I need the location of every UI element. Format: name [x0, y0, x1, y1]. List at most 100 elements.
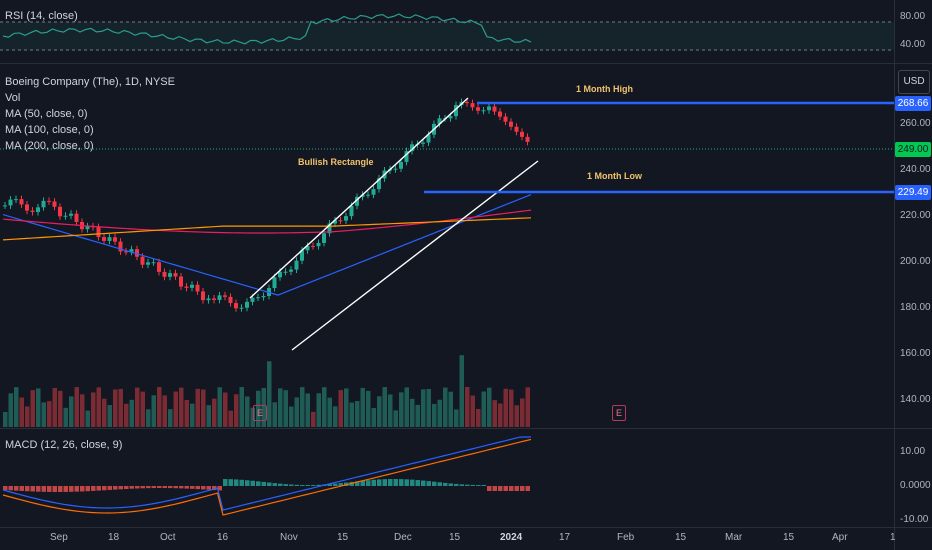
volume-bar: [514, 405, 519, 427]
candle-body: [300, 250, 304, 261]
candle-body: [173, 273, 178, 277]
volume-bar: [322, 387, 327, 427]
volume-bar: [261, 388, 266, 427]
macd-histogram-bar: [377, 479, 382, 486]
time-label: 15: [337, 532, 349, 543]
macd-histogram-bar: [190, 486, 195, 489]
macd-histogram-bar: [162, 486, 167, 489]
volume-bar: [195, 388, 200, 427]
macd-histogram-bar: [85, 486, 90, 492]
volume-bar: [107, 405, 112, 427]
macd-histogram-bar: [470, 484, 475, 486]
macd-histogram-bar: [443, 482, 448, 486]
volume-bar: [327, 397, 332, 427]
candle-body: [421, 142, 425, 144]
rsi-legend[interactable]: RSI (14, close): [5, 10, 78, 22]
price-label-200: 200.00: [900, 256, 931, 267]
macd-histogram-bar: [151, 486, 156, 489]
candle-body: [525, 136, 530, 142]
macd-histogram-bar: [311, 484, 316, 486]
time-label: Sep: [50, 532, 68, 543]
time-label: 16: [217, 532, 229, 543]
earnings-marker[interactable]: E: [253, 405, 267, 421]
ma200-line: [2, 217, 532, 241]
volume-bar: [206, 405, 211, 427]
vol-legend[interactable]: Vol: [5, 92, 21, 104]
volume-bar: [151, 395, 156, 427]
time-label: 15: [783, 532, 795, 543]
volume-bar: [487, 387, 492, 427]
macd-histogram-bar: [25, 486, 30, 492]
candle-body: [476, 107, 480, 111]
candle-body: [223, 295, 227, 297]
volume-bar: [448, 391, 453, 427]
volume-bar: [124, 403, 129, 427]
macd-histogram-bar: [173, 486, 178, 489]
symbol-title[interactable]: Boeing Company (The), 1D, NYSE: [5, 76, 175, 88]
macd-histogram-bar: [289, 484, 294, 486]
ma200-legend[interactable]: MA (200, close, 0): [5, 140, 94, 152]
volume-bar: [19, 397, 24, 427]
macd-histogram-bar: [327, 484, 332, 486]
macd-histogram-bar: [283, 484, 288, 486]
candle-body: [228, 296, 233, 304]
candle-body: [305, 245, 310, 251]
macd-pane-divider[interactable]: [0, 428, 932, 429]
macd-level-0: 0.0000: [900, 480, 931, 491]
ma50-legend[interactable]: MA (50, close, 0): [5, 108, 88, 120]
earnings-marker-upcoming[interactable]: E: [612, 405, 626, 421]
candle-body: [135, 249, 139, 257]
ma100-legend[interactable]: MA (100, close, 0): [5, 124, 94, 136]
candle-body: [426, 134, 431, 143]
candle-body: [487, 106, 491, 111]
candle-body: [366, 194, 370, 196]
macd-histogram-bar: [41, 486, 46, 492]
ma50-line: [2, 194, 532, 296]
macd-histogram-bar: [19, 486, 24, 491]
volume-bar: [58, 390, 63, 427]
bullish-rectangle-label[interactable]: Bullish Rectangle: [298, 157, 374, 167]
price-axis[interactable]: [894, 0, 895, 550]
currency-button[interactable]: USD: [898, 70, 930, 94]
month-low-badge: 229.49: [895, 185, 931, 200]
rsi-pane-divider[interactable]: [0, 63, 932, 64]
macd-histogram-bar: [278, 483, 283, 486]
volume-bar: [333, 406, 338, 427]
macd-histogram-bar: [184, 486, 189, 489]
macd-histogram-bar: [245, 480, 250, 486]
macd-histogram-bar: [437, 482, 442, 486]
macd-histogram-bar: [481, 484, 486, 486]
candle-body: [162, 271, 167, 277]
candle-body: [481, 110, 486, 112]
volume-bar: [272, 402, 277, 427]
candle-body: [498, 111, 502, 117]
volume-bar: [470, 395, 475, 427]
candle-body: [206, 298, 211, 301]
macd-legend[interactable]: MACD (12, 26, close, 9): [5, 439, 123, 451]
rsi-line: [2, 13, 532, 45]
candle-body: [404, 151, 409, 162]
price-label-240: 240.00: [900, 164, 931, 175]
main-legend[interactable]: Boeing Company (The), 1D, NYSE Vol MA (5…: [5, 74, 175, 154]
macd-histogram-bar: [316, 484, 321, 486]
volume-bar: [393, 410, 398, 427]
volume-bar: [25, 406, 30, 427]
candle-body: [146, 262, 150, 265]
volume-bar: [179, 387, 184, 427]
month-low-label[interactable]: 1 Month Low: [587, 171, 642, 181]
volume-bar: [509, 389, 514, 427]
macd-histogram-bar: [102, 486, 107, 491]
volume-bar: [228, 410, 233, 427]
macd-histogram-bar: [492, 486, 497, 491]
candle-body: [465, 102, 469, 104]
candle-body: [19, 199, 24, 205]
volume-bar: [14, 387, 19, 427]
candle-body: [3, 205, 7, 207]
volume-bar: [300, 387, 305, 427]
macd-histogram-bar: [465, 484, 470, 486]
macd-histogram-bar: [360, 480, 365, 486]
macd-histogram-bar: [272, 483, 277, 486]
month-high-label[interactable]: 1 Month High: [576, 84, 633, 94]
volume-bar: [8, 393, 13, 427]
